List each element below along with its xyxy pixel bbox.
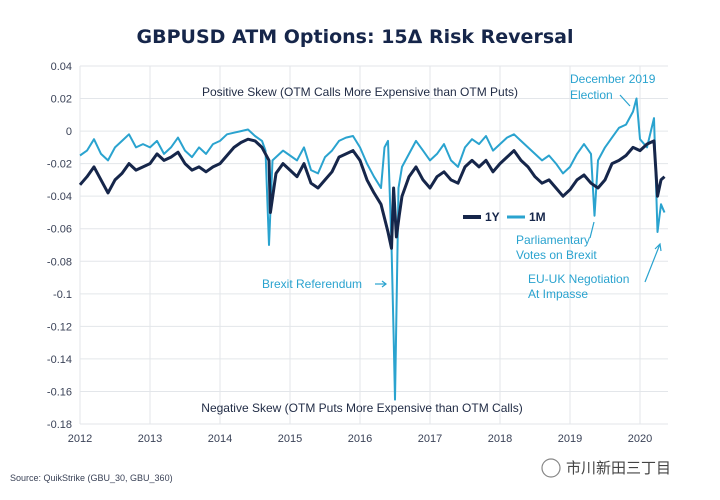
x-tick-label: 2015	[278, 433, 302, 445]
series-line-1y	[78, 137, 666, 250]
legend-label-1m: 1M	[529, 210, 546, 224]
y-tick-label: -0.12	[47, 321, 72, 333]
x-tick-label: 2013	[138, 433, 162, 445]
y-tick-label: -0.16	[47, 386, 72, 398]
arrowhead-brexit-referendum	[381, 280, 387, 288]
y-tick-label: 0.04	[51, 61, 72, 73]
y-tick-label: -0.08	[47, 256, 72, 268]
x-tick-label: 2017	[418, 433, 442, 445]
annotation-december-election-2: Election	[570, 88, 613, 102]
legend: 1Y 1M	[463, 210, 546, 224]
x-tick-label: 2019	[558, 433, 582, 445]
y-tick-label: -0.14	[47, 354, 72, 366]
x-axis-ticks: 2012 2013 2014 2015 2016 2017 2018 2019 2020	[68, 433, 652, 445]
series-lines	[78, 97, 666, 401]
y-tick-label: -0.18	[47, 419, 72, 431]
x-tick-label: 2018	[488, 433, 512, 445]
arrowhead-eu-uk	[654, 242, 662, 252]
watermark-text: 市川新田三丁目	[566, 459, 671, 477]
arrow-parliamentary	[589, 221, 595, 239]
grid	[79, 65, 668, 425]
annotation-parliamentary-1: Parliamentary	[516, 233, 590, 247]
arrow-december-election	[619, 94, 631, 107]
y-tick-label: -0.06	[47, 224, 72, 236]
x-tick-label: 2016	[348, 433, 372, 445]
y-tick-label: -0.02	[47, 159, 72, 171]
annotation-december-election-1: December 2019	[570, 72, 656, 86]
x-tick-label: 2014	[208, 433, 232, 445]
positive-skew-note: Positive Skew (OTM Calls More Expensive …	[202, 85, 518, 99]
y-tick-label: 0.02	[51, 94, 72, 106]
wechat-icon	[541, 458, 561, 478]
annotation-brexit-referendum: Brexit Referendum	[262, 277, 362, 291]
annotation-eu-uk-2: At Impasse	[528, 287, 588, 301]
series-line-1m	[79, 97, 666, 401]
chart-title: GBPUSD ATM Options: 15Δ Risk Reversal	[137, 26, 574, 48]
arrow-eu-uk	[644, 243, 661, 283]
y-tick-label: -0.04	[47, 191, 72, 203]
legend-label-1y: 1Y	[485, 210, 500, 224]
source-note: Source: QuikStrike (GBU_30, GBU_360)	[10, 473, 173, 483]
annotation-parliamentary-2: Votes on Brexit	[516, 248, 597, 262]
x-tick-label: 2012	[68, 433, 92, 445]
x-tick-label: 2020	[628, 433, 652, 445]
watermark: 市川新田三丁目	[541, 458, 671, 478]
negative-skew-note: Negative Skew (OTM Puts More Expensive t…	[201, 401, 522, 415]
y-tick-label: 0	[66, 126, 72, 138]
y-axis-ticks: 0.04 0.02 0 -0.02 -0.04 -0.06 -0.08 -0.1 -0.12 -0…	[47, 61, 72, 431]
annotation-eu-uk-1: EU-UK Negotiation	[528, 272, 629, 286]
y-tick-label: -0.1	[53, 289, 72, 301]
